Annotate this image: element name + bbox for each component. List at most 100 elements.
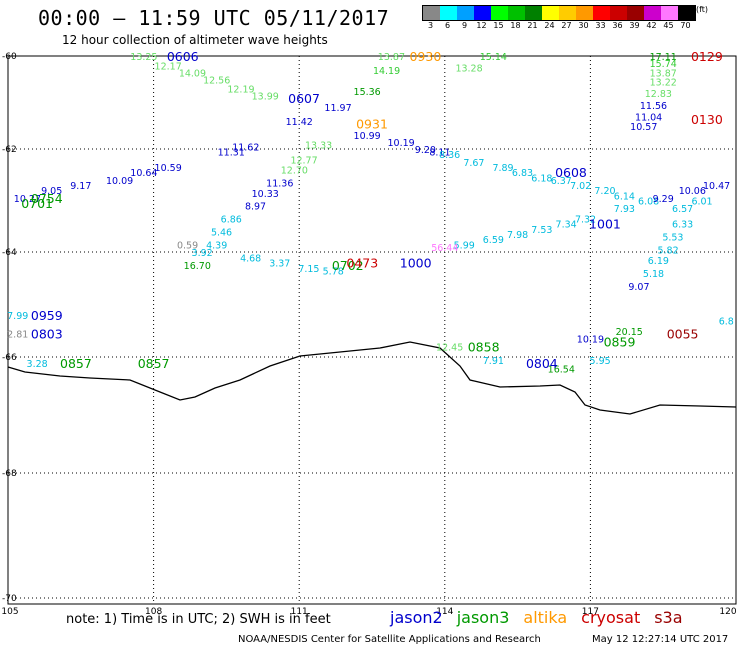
legend-label: 9 (461, 21, 468, 30)
swh-value-label: 9.05 (41, 186, 62, 197)
swh-value-label: 4.68 (240, 253, 261, 264)
swh-value-label: 13.87 (378, 52, 405, 63)
swh-value-label: 7.93 (614, 204, 635, 215)
swh-value-label: 10.33 (252, 189, 279, 200)
swh-value-label: 10.57 (630, 122, 657, 133)
swh-value-label: 8.97 (245, 202, 266, 213)
credit-line: NOAA/NESDIS Center for Satellite Applica… (238, 634, 541, 645)
swh-value-label: 6.8 (719, 316, 734, 327)
pass-time-label: 0473 (346, 256, 378, 271)
pass-time-label: 1000 (400, 256, 432, 271)
swh-value-label: 9.17 (70, 181, 91, 192)
swh-value-label: 11.04 (635, 112, 662, 123)
pass-time-label: 0858 (468, 340, 500, 355)
legend-swatch (440, 6, 457, 20)
lat-tick-label: -64 (2, 248, 17, 258)
swh-value-label: 7.32 (575, 215, 596, 226)
swh-value-label: 10.09 (106, 176, 133, 187)
swh-value-label: 11.97 (324, 103, 351, 114)
lat-tick-label: -70 (2, 594, 17, 604)
lon-tick-label: 111 (291, 607, 308, 617)
legend-labels: 3 6 9 12 15 18 21 24 27 30 33 36 39 42 45 70 (422, 21, 696, 30)
swh-value-label: 17.11 (650, 52, 677, 63)
swh-value-label: 6.08 (638, 197, 659, 208)
legend-color-bar (422, 5, 696, 21)
swh-value-label: 10.06 (679, 186, 706, 197)
legend-swatch (525, 6, 542, 20)
legend-label: 21 (527, 21, 538, 30)
swh-value-label: 13.99 (252, 92, 279, 103)
swh-value-label: 7.15 (298, 264, 319, 275)
swh-value-label: 3.28 (27, 359, 48, 370)
legend-label: 30 (578, 21, 589, 30)
swh-value-label: 15.36 (354, 87, 381, 98)
map-subtitle: 12 hour collection of altimeter wave hei… (62, 33, 328, 47)
color-legend: (ft) 3 6 9 12 15 18 21 24 27 30 33 36 39 42 45 70 (422, 5, 708, 30)
legend-label: 6 (444, 21, 451, 30)
pass-time-label: 0608 (555, 165, 587, 180)
lat-tick-label: -66 (2, 353, 17, 363)
pass-time-label: 0130 (691, 112, 723, 127)
pass-time-label: 0055 (667, 326, 699, 341)
swh-value-label: 7.91 (483, 356, 504, 367)
pass-time-label: 0931 (356, 116, 388, 131)
legend-swatch (678, 6, 695, 20)
swh-value-label: 12.83 (645, 89, 672, 100)
swh-value-label: 3.92 (192, 248, 213, 259)
legend-label: 39 (629, 21, 640, 30)
satellite-name: s3a (654, 608, 683, 627)
lon-tick-label: 117 (582, 607, 599, 617)
swh-value-label: 5.46 (211, 227, 232, 238)
lat-tick-label: -60 (2, 52, 17, 62)
pass-time-label: 0606 (167, 49, 199, 64)
legend-label: 18 (510, 21, 521, 30)
legend-swatch (559, 6, 576, 20)
swh-value-label: 7.67 (463, 158, 484, 169)
swh-value-label: 5.53 (662, 233, 683, 244)
lon-tick-label: 114 (436, 607, 453, 617)
footnote: note: 1) Time is in UTC; 2) SWH is in fe… (66, 612, 331, 627)
legend-label: 70 (680, 21, 691, 30)
swh-value-label: 6.59 (483, 235, 504, 246)
pass-time-label: 0803 (31, 326, 63, 341)
swh-value-label: 6.01 (691, 197, 712, 208)
satellite-name: jason2 (390, 608, 443, 627)
swh-value-label: 7.02 (570, 181, 591, 192)
swh-value-label: 7.34 (556, 220, 577, 231)
legend-label: 27 (561, 21, 572, 30)
swh-value-label: 14.19 (373, 66, 400, 77)
legend-swatch (423, 6, 440, 20)
swh-value-label: 6.19 (648, 256, 669, 267)
swh-value-label: 10.19 (388, 138, 415, 149)
pass-time-label: 0959 (31, 308, 63, 323)
legend-swatch (644, 6, 661, 20)
swh-value-label: 8.36 (439, 150, 460, 161)
pass-time-label: 0129 (691, 49, 723, 64)
swh-value-label: 7.53 (531, 225, 552, 236)
swh-value-label: 7.89 (492, 163, 513, 174)
swh-value-label: 10.19 (577, 335, 604, 346)
swh-value-label: 6.57 (672, 204, 693, 215)
legend-label: 3 (427, 21, 434, 30)
generated-timestamp: May 12 12:27:14 UTC 2017 (592, 634, 729, 645)
swh-value-label: 13.25 (130, 52, 157, 63)
swh-value-label: 14.09 (179, 68, 206, 79)
swh-value-label: 5.78 (323, 266, 344, 277)
swh-value-label: 6.37 (551, 176, 572, 187)
swh-value-label: 0.59 (177, 240, 198, 251)
swh-value-label: 6.18 (531, 173, 552, 184)
swh-value-label: 6.33 (672, 220, 693, 231)
swh-value-label: 10.64 (130, 168, 157, 179)
swh-value-label: 11.42 (286, 117, 313, 128)
legend-swatch (542, 6, 559, 20)
swh-value-label: 12.70 (281, 166, 308, 177)
legend-swatch (610, 6, 627, 20)
swh-value-label: 9.07 (628, 282, 649, 293)
pass-time-label: 0859 (604, 334, 636, 349)
pass-time-label: 0701 (21, 196, 53, 211)
lon-tick-label: 105 (1, 607, 18, 617)
pass-time-label: 1001 (589, 217, 621, 232)
satellite-name: altika (523, 608, 568, 627)
swh-value-label: 8.11 (429, 148, 450, 159)
